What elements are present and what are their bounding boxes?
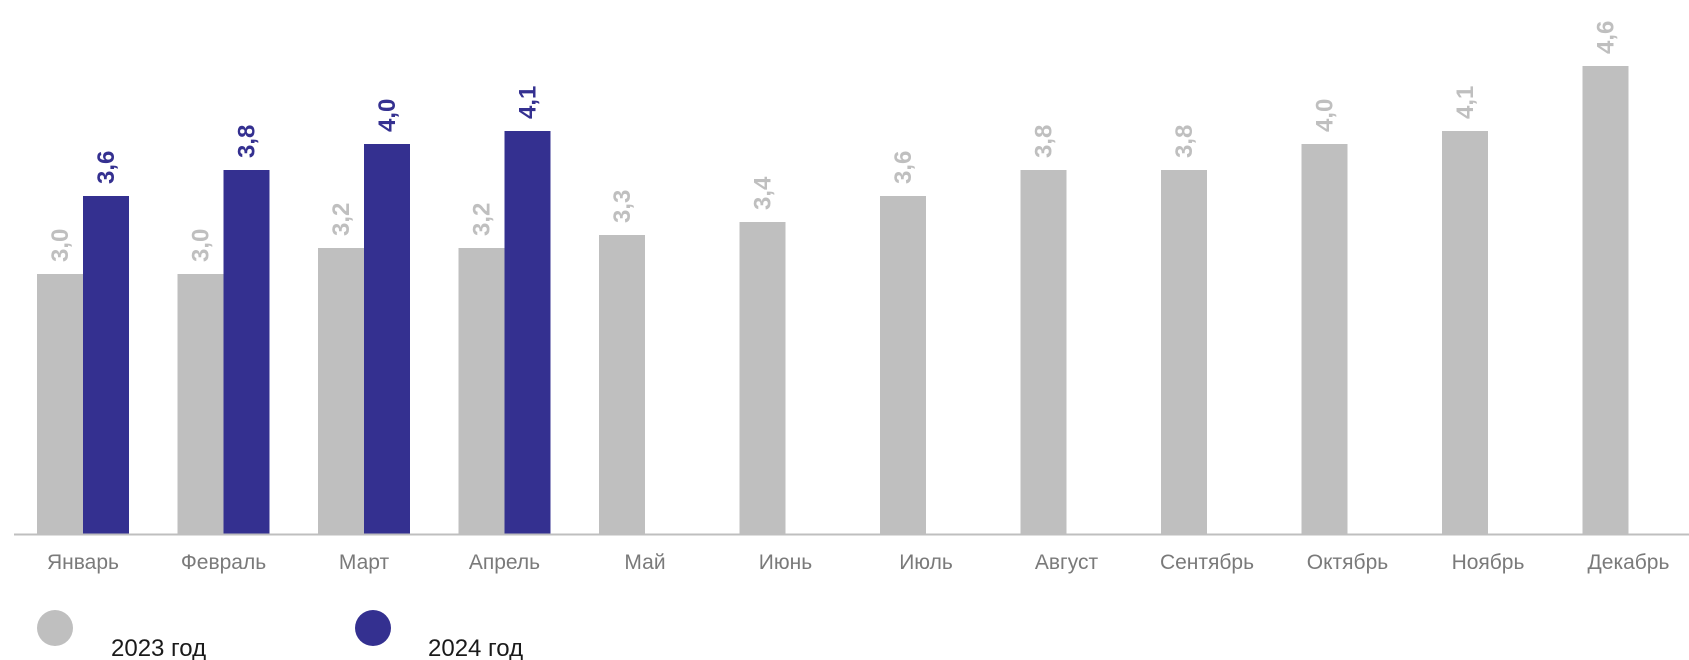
category-label-8: Август: [1035, 551, 1099, 574]
legend-marker-2024: [355, 610, 391, 646]
value-label-2023-8: 3,8: [1031, 125, 1058, 158]
legend: 2023 год 2024 год: [37, 610, 523, 660]
bars-layer: [37, 66, 1629, 534]
bar-2023-9: [1161, 170, 1207, 534]
category-label-1: Январь: [47, 551, 119, 574]
value-label-2023-11: 4,1: [1452, 86, 1479, 119]
legend-label-2024: 2024 год: [428, 635, 523, 660]
bar-2024-1: [83, 196, 129, 534]
value-label-2023-12: 4,6: [1593, 21, 1620, 54]
value-label-2023-5: 3,3: [609, 190, 636, 223]
value-label-2023-7: 3,6: [890, 151, 917, 184]
bar-2024-2: [223, 170, 270, 534]
bar-2023-2: [177, 274, 224, 534]
value-label-2023-1: 3,0: [47, 229, 74, 262]
bar-2024-4: [504, 131, 551, 534]
category-label-10: Октябрь: [1307, 551, 1388, 574]
bar-2023-4: [458, 248, 505, 534]
value-label-2024-2: 3,8: [234, 125, 261, 158]
value-label-2024-1: 3,6: [93, 151, 120, 184]
category-label-5: Май: [624, 551, 665, 574]
bar-2023-5: [599, 235, 645, 534]
value-label-2023-10: 4,0: [1312, 99, 1339, 132]
value-label-2023-9: 3,8: [1171, 125, 1198, 158]
category-label-11: Ноябрь: [1452, 551, 1525, 574]
bar-2023-11: [1442, 131, 1488, 534]
value-label-2024-4: 4,1: [515, 86, 542, 119]
category-label-9: Сентябрь: [1160, 551, 1254, 574]
category-label-6: Июнь: [759, 551, 812, 574]
bar-2023-6: [739, 222, 786, 534]
bar-2023-10: [1301, 144, 1348, 534]
legend-label-2023: 2023 год: [111, 635, 206, 660]
value-label-2024-3: 4,0: [374, 99, 401, 132]
category-label-3: Март: [339, 551, 390, 574]
category-label-7: Июль: [899, 551, 953, 574]
category-label-2: Февраль: [181, 551, 266, 574]
value-label-2023-4: 3,2: [469, 203, 496, 236]
bar-2023-8: [1020, 170, 1067, 534]
value-label-2023-6: 3,4: [750, 176, 777, 210]
category-label-12: Декабрь: [1588, 551, 1670, 574]
bar-2023-12: [1582, 66, 1629, 534]
bar-2023-3: [318, 248, 364, 534]
category-labels-layer: Январь Февраль Март Апрель Май Июнь Июль Август…: [47, 551, 1669, 574]
bar-2023-1: [37, 274, 83, 534]
legend-marker-2023: [37, 610, 73, 646]
value-label-2023-3: 3,2: [328, 203, 355, 236]
value-label-2023-2: 3,0: [188, 229, 215, 262]
category-label-4: Апрель: [469, 551, 540, 574]
bar-2024-3: [364, 144, 410, 534]
bar-2023-7: [880, 196, 926, 534]
value-labels-layer: 3,0 3,6 3,0 3,8 3,2 4,0 3,2 4,1 3,3 3,4 3,6 3,8 3,8 4…: [47, 21, 1620, 262]
